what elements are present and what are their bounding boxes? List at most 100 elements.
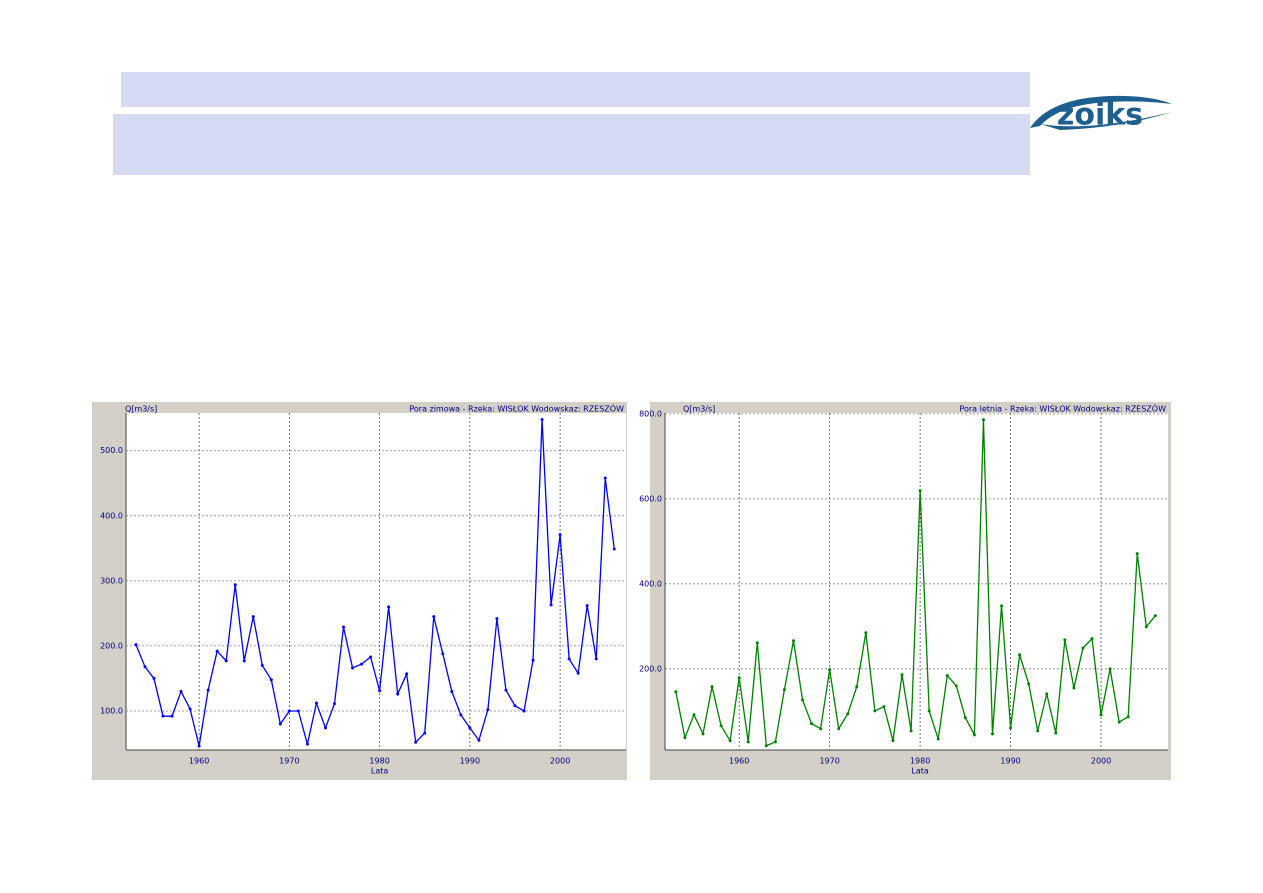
- y-tick-label: 200.0: [100, 641, 123, 650]
- data-point: [819, 727, 823, 731]
- data-point: [423, 731, 427, 735]
- data-point: [378, 689, 382, 693]
- data-point: [603, 476, 607, 480]
- x-tick-label: 1960: [729, 757, 749, 766]
- data-point: [287, 709, 291, 713]
- y-axis-label: Q[m3/s]: [683, 405, 715, 414]
- data-point: [1090, 637, 1094, 641]
- data-point: [855, 685, 859, 689]
- y-axis-label: Q[m3/s]: [125, 405, 157, 414]
- data-point: [486, 708, 490, 712]
- data-point: [810, 722, 814, 726]
- data-point: [233, 583, 237, 587]
- x-axis-label: Lata: [911, 767, 928, 776]
- data-point: [1117, 720, 1121, 724]
- data-point: [782, 688, 786, 692]
- data-point: [206, 688, 210, 692]
- data-point: [990, 732, 994, 736]
- data-point: [251, 615, 255, 619]
- data-point: [459, 713, 463, 717]
- data-point: [432, 615, 436, 619]
- data-point: [972, 733, 976, 737]
- data-point: [1081, 646, 1085, 650]
- data-point: [323, 726, 327, 730]
- data-point: [1018, 653, 1022, 657]
- data-point: [468, 726, 472, 730]
- data-point: [1099, 713, 1103, 717]
- data-point: [683, 736, 687, 740]
- data-point: [981, 418, 985, 422]
- data-point: [918, 489, 922, 493]
- x-tick-label: 2000: [550, 757, 570, 766]
- data-point: [296, 709, 300, 713]
- data-point: [332, 702, 336, 706]
- x-tick-label: 2000: [1091, 757, 1111, 766]
- data-point: [1027, 682, 1031, 686]
- data-point: [269, 678, 273, 682]
- data-point: [954, 684, 958, 688]
- data-point: [909, 729, 913, 733]
- data-point: [1054, 731, 1058, 735]
- data-point: [1135, 552, 1139, 556]
- data-point: [387, 605, 391, 609]
- data-point: [1036, 729, 1040, 733]
- data-point: [531, 658, 535, 662]
- data-point: [278, 722, 282, 726]
- data-point: [864, 631, 868, 635]
- data-point: [1108, 667, 1112, 671]
- data-point: [746, 740, 750, 744]
- data-point: [1153, 614, 1157, 618]
- data-point: [764, 744, 768, 748]
- data-point: [828, 668, 832, 672]
- data-point: [791, 639, 795, 643]
- data-point: [900, 673, 904, 677]
- data-point: [882, 705, 886, 709]
- data-point: [152, 676, 156, 680]
- data-point: [1063, 638, 1067, 642]
- data-point: [945, 674, 949, 678]
- data-point: [369, 655, 373, 659]
- data-point: [692, 713, 696, 717]
- data-point: [314, 701, 318, 705]
- x-tick-label: 1960: [189, 757, 209, 766]
- data-point: [513, 704, 517, 708]
- data-point: [143, 665, 147, 669]
- data-point: [891, 739, 895, 743]
- data-point: [504, 688, 508, 692]
- data-point: [585, 604, 589, 608]
- data-point: [558, 533, 562, 537]
- data-point: [351, 666, 355, 670]
- data-point: [540, 418, 544, 422]
- x-tick-label: 1980: [369, 757, 389, 766]
- logo-swoosh: [1030, 95, 1172, 128]
- data-point: [477, 738, 481, 742]
- x-tick-label: 1970: [279, 757, 299, 766]
- data-point: [837, 727, 841, 731]
- data-point: [728, 739, 732, 743]
- data-point: [1009, 726, 1013, 730]
- data-point: [197, 744, 201, 748]
- data-line: [675, 419, 1156, 747]
- data-point: [1144, 625, 1148, 629]
- chart: 200.0 400.0 600.0 800.0 1960 1970 1980 1990 2000…: [639, 402, 1171, 780]
- chart: 100.0 200.0 300.0 400.0 500.0 1960 1970 1980 199…: [92, 402, 627, 780]
- data-point: [242, 659, 246, 663]
- data-point: [170, 714, 174, 718]
- data-point: [674, 690, 678, 694]
- y-tick-label: 400.0: [100, 511, 123, 520]
- data-point: [405, 672, 409, 676]
- data-point: [612, 547, 616, 551]
- y-tick-label: 500.0: [100, 446, 123, 455]
- y-tick-label: 200.0: [639, 664, 662, 673]
- data-point: [495, 617, 499, 621]
- data-point: [450, 689, 454, 693]
- data-point: [224, 659, 228, 663]
- x-tick-label: 1990: [460, 757, 480, 766]
- logo: zoiks: [1030, 95, 1172, 133]
- data-point: [927, 709, 931, 713]
- chart-title: Pora zimowa - Rzeka: WISŁOK Wodowskaz: R…: [409, 403, 624, 414]
- subheader-bar: [113, 114, 1030, 175]
- data-point: [846, 712, 850, 716]
